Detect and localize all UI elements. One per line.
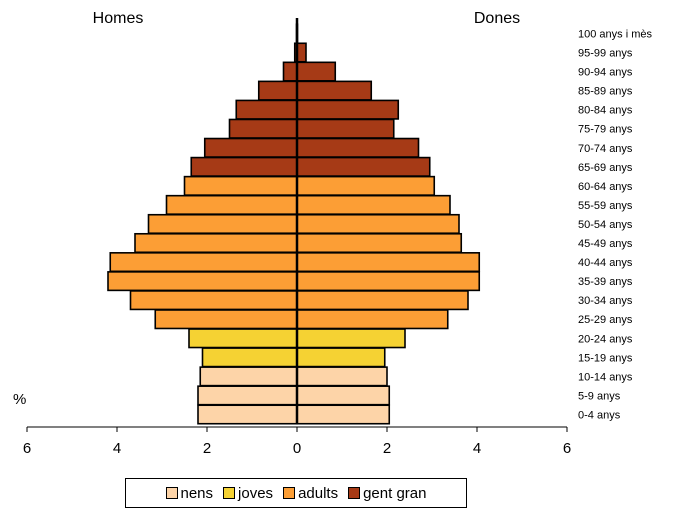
bar-male-50-54-anys xyxy=(147,213,298,235)
category-label: 90-94 anys xyxy=(578,67,633,79)
bar-female-80-84-anys xyxy=(296,99,400,120)
unit-label: % xyxy=(13,391,26,408)
bars-layer xyxy=(107,18,481,425)
bar-female-20-24-anys xyxy=(296,328,406,349)
left-side-label: Homes xyxy=(93,10,144,27)
category-label: 85-89 anys xyxy=(578,86,633,98)
category-label: 60-64 anys xyxy=(578,181,633,193)
bar-male-60-64-anys xyxy=(183,175,298,196)
legend-item-joves: joves xyxy=(223,485,273,502)
bar-female-35-39-anys xyxy=(296,271,481,292)
legend-swatch xyxy=(223,487,236,499)
bar-male-5-9-anys xyxy=(197,385,298,406)
bar-male-75-79-anys xyxy=(228,118,298,139)
category-label: 0-4 anys xyxy=(578,409,621,421)
bar-female-50-54-anys xyxy=(296,213,460,235)
bar-male-40-44-anys xyxy=(109,252,298,273)
category-label: 95-99 anys xyxy=(578,48,633,60)
category-label: 30-34 anys xyxy=(578,295,633,307)
legend-swatch xyxy=(348,487,361,499)
legend-swatch xyxy=(283,487,296,499)
bar-female-90-94-anys xyxy=(296,61,337,82)
x-tick-label: 0 xyxy=(293,440,301,457)
bar-male-80-84-anys xyxy=(235,99,298,120)
bar-female-85-89-anys xyxy=(296,80,373,101)
bar-male-90-94-anys xyxy=(282,61,298,82)
bar-male-65-69-anys xyxy=(190,156,298,177)
category-label: 50-54 anys xyxy=(578,219,633,231)
legend-swatch xyxy=(165,487,178,499)
bar-male-70-74-anys xyxy=(203,137,298,158)
category-label: 80-84 anys xyxy=(578,105,633,117)
legend-label: gent gran xyxy=(363,484,427,502)
legend-item-nens: nens xyxy=(165,484,214,502)
bar-female-95-99-anys xyxy=(296,42,307,63)
bar-female-55-59-anys xyxy=(296,194,451,215)
category-label: 40-44 anys xyxy=(578,257,633,269)
bar-female-70-74-anys xyxy=(296,137,420,158)
x-tick-label: 6 xyxy=(563,440,571,457)
legend-item-adults: adults xyxy=(283,485,338,502)
x-tick-label: 6 xyxy=(23,440,31,457)
legend-label: nens xyxy=(180,484,214,502)
x-tick-label: 4 xyxy=(473,440,481,457)
category-labels: 0-4 anys 5-9 anys 10-14 anys 15-19 anys 20-2… xyxy=(578,28,652,421)
category-label: 20-24 anys xyxy=(578,333,633,345)
bar-female-30-34-anys xyxy=(296,290,469,311)
bar-male-35-39-anys xyxy=(107,271,298,292)
x-tick-label: 2 xyxy=(383,440,391,457)
bar-male-25-29-anys xyxy=(154,309,298,330)
x-axis: 6 4 2 0 2 4 6 xyxy=(23,426,571,457)
category-label: 5-9 anys xyxy=(578,390,621,402)
bar-female-75-79-anys xyxy=(296,118,395,139)
bar-male-15-19-anys xyxy=(201,347,298,368)
category-label: 45-49 anys xyxy=(578,238,633,250)
legend-label: adults xyxy=(298,484,339,502)
bar-female-5-9-anys xyxy=(296,385,391,406)
bar-female-15-19-anys xyxy=(296,347,386,368)
bar-male-55-59-anys xyxy=(165,194,298,215)
bar-female-25-29-anys xyxy=(296,309,449,330)
x-tick-label: 2 xyxy=(203,440,211,457)
legend-item-gent-gran: gent gran xyxy=(348,485,426,502)
category-label: 55-59 anys xyxy=(578,200,633,212)
bar-female-60-64-anys xyxy=(296,175,436,196)
bar-male-45-49-anys xyxy=(134,232,298,254)
category-label: 25-29 anys xyxy=(578,314,633,326)
bar-male-20-24-anys xyxy=(188,328,298,349)
category-label: 65-69 anys xyxy=(578,162,633,174)
bar-female-40-44-anys xyxy=(296,252,481,273)
category-label: 15-19 anys xyxy=(578,352,633,364)
population-pyramid-chart: Homes Dones % 0-4 anys 5-9 anys 10-14 anys… xyxy=(13,10,652,457)
bar-female-10-14-anys xyxy=(296,366,388,387)
bar-male-85-89-anys xyxy=(257,80,298,101)
category-label: 100 anys i mès xyxy=(578,28,652,40)
category-label: 70-74 anys xyxy=(578,143,633,155)
bar-female-0-4-anys xyxy=(296,404,391,425)
x-tick-label: 4 xyxy=(113,440,121,457)
bar-female-45-49-anys xyxy=(296,232,463,254)
bar-male-0-4-anys xyxy=(197,404,298,425)
category-label: 35-39 anys xyxy=(578,276,633,288)
legend-label: joves xyxy=(238,484,274,502)
bar-male-30-34-anys xyxy=(129,290,298,311)
category-label: 75-79 anys xyxy=(578,124,633,136)
bar-female-65-69-anys xyxy=(296,156,431,177)
bar-male-10-14-anys xyxy=(199,366,298,387)
right-side-label: Dones xyxy=(474,10,520,27)
legend: nens joves adults gent gran xyxy=(125,478,467,508)
category-label: 10-14 anys xyxy=(578,371,633,383)
